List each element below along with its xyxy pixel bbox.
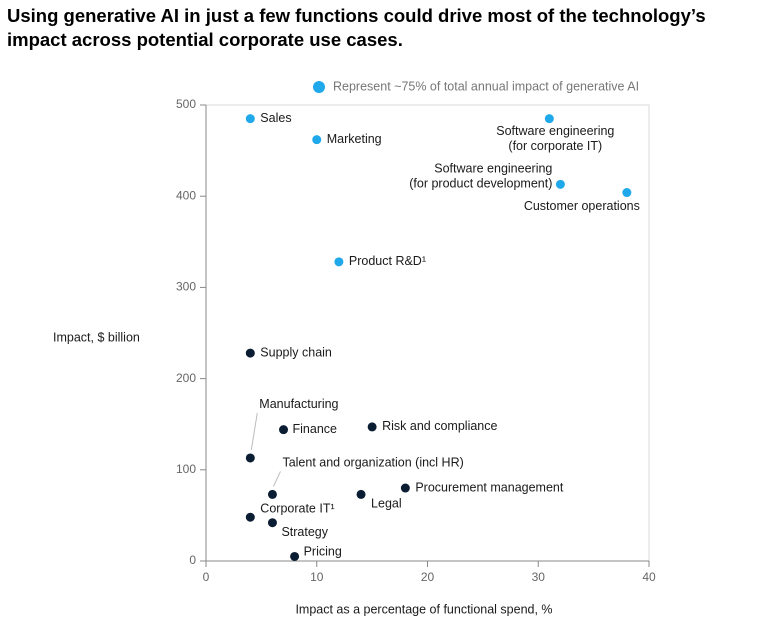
- x-axis-label: Impact as a percentage of functional spe…: [295, 602, 552, 616]
- point: [267, 489, 277, 499]
- x-tick-label: 20: [421, 570, 435, 584]
- chart-title: Using generative AI in just a few functi…: [7, 5, 706, 50]
- point: [245, 348, 255, 358]
- point: [334, 257, 344, 267]
- point: [555, 179, 565, 189]
- point-label: Product R&D¹: [349, 254, 426, 268]
- x-tick-label: 40: [642, 570, 656, 584]
- point-label: Risk and compliance: [382, 419, 497, 433]
- point: [245, 453, 255, 463]
- y-tick-label: 500: [176, 97, 196, 111]
- y-tick-label: 0: [189, 553, 196, 567]
- point: [245, 512, 255, 522]
- point: [245, 114, 255, 124]
- point-label: Pricing: [304, 545, 342, 559]
- point: [267, 518, 277, 528]
- x-tick-label: 30: [532, 570, 546, 584]
- point: [290, 551, 300, 561]
- legend-marker: [313, 81, 325, 93]
- y-tick-label: 200: [176, 371, 196, 385]
- point: [279, 425, 289, 435]
- point-label: Strategy: [281, 525, 328, 539]
- point-label: Customer operations: [524, 199, 640, 213]
- point: [356, 489, 366, 499]
- point: [544, 114, 554, 124]
- leader-line: [272, 471, 281, 487]
- point-label: Marketing: [327, 132, 382, 146]
- point-label: Corporate IT¹: [260, 502, 334, 516]
- point-label: Software engineering: [496, 124, 614, 138]
- point: [312, 135, 322, 145]
- point-label: Talent and organization (incl HR): [282, 456, 463, 470]
- x-tick-label: 10: [310, 570, 324, 584]
- point-label: Procurement management: [415, 480, 564, 494]
- y-tick-label: 400: [176, 188, 196, 202]
- point: [622, 188, 632, 198]
- point-label: Finance: [293, 422, 338, 436]
- point-label: Software engineering: [434, 162, 552, 176]
- legend-label: Represent ~75% of total annual impact of…: [333, 79, 639, 93]
- point-label: Legal: [371, 497, 402, 511]
- y-tick-label: 100: [176, 462, 196, 476]
- point-label: (for corporate IT): [508, 139, 602, 153]
- point-label: Manufacturing: [259, 397, 338, 411]
- y-axis-label: Impact, $ billion: [53, 330, 140, 344]
- point-label: (for product development): [409, 177, 552, 191]
- x-tick-label: 0: [203, 570, 210, 584]
- point-label: Sales: [260, 111, 291, 125]
- point: [367, 422, 377, 432]
- point: [400, 483, 410, 493]
- leader-line: [250, 412, 258, 451]
- point-label: Supply chain: [260, 345, 332, 359]
- y-tick-label: 300: [176, 280, 196, 294]
